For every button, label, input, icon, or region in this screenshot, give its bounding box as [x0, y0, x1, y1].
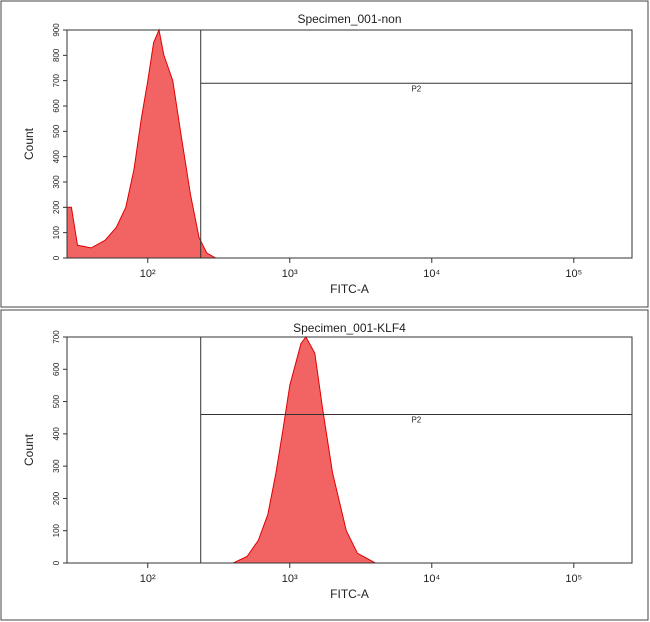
- y-tick-label: 200: [52, 491, 61, 505]
- y-tick-label: 400: [52, 149, 61, 163]
- y-tick-label: 0: [52, 255, 61, 260]
- y-axis-label: Count: [22, 433, 36, 466]
- y-tick-label: 200: [52, 200, 61, 214]
- panel-frame: [0, 309, 649, 621]
- y-tick-label: 700: [52, 73, 61, 87]
- y-tick-label: 600: [52, 362, 61, 376]
- y-tick-label: 900: [52, 23, 61, 37]
- x-axis-label: FITC-A: [330, 282, 369, 296]
- panel-frame: [0, 0, 649, 308]
- y-tick-label: 300: [52, 459, 61, 473]
- y-tick-label: 0: [52, 560, 61, 565]
- y-tick-label: 500: [52, 394, 61, 408]
- y-axis-label: Count: [22, 127, 36, 160]
- y-tick-label: 300: [52, 175, 61, 189]
- x-tick-label: 10⁴: [423, 573, 440, 585]
- y-tick-label: 600: [52, 99, 61, 113]
- chart-title: Specimen_001-KLF4: [293, 321, 406, 335]
- x-axis-label: FITC-A: [330, 587, 369, 601]
- chart-title: Specimen_001-non: [297, 12, 401, 26]
- y-tick-label: 800: [52, 48, 61, 62]
- x-tick-label: 10²: [140, 268, 156, 280]
- x-tick-label: 10³: [282, 268, 298, 280]
- histogram-area: [66, 28, 218, 259]
- y-tick-label: 500: [52, 124, 61, 138]
- y-tick-label: 700: [52, 330, 61, 344]
- histogram-area: [233, 336, 376, 564]
- x-tick-label: 10⁴: [423, 268, 440, 280]
- gate-label: P2: [411, 416, 421, 425]
- x-tick-label: 10⁵: [565, 573, 582, 585]
- x-tick-label: 10²: [140, 573, 156, 585]
- y-tick-label: 400: [52, 427, 61, 441]
- x-tick-label: 10³: [282, 573, 298, 585]
- y-tick-label: 100: [52, 523, 61, 537]
- gate-label: P2: [411, 84, 421, 93]
- plot-frame: [66, 29, 633, 259]
- x-tick-label: 10⁵: [565, 268, 582, 280]
- y-tick-label: 100: [52, 225, 61, 239]
- plot-frame: [66, 336, 633, 564]
